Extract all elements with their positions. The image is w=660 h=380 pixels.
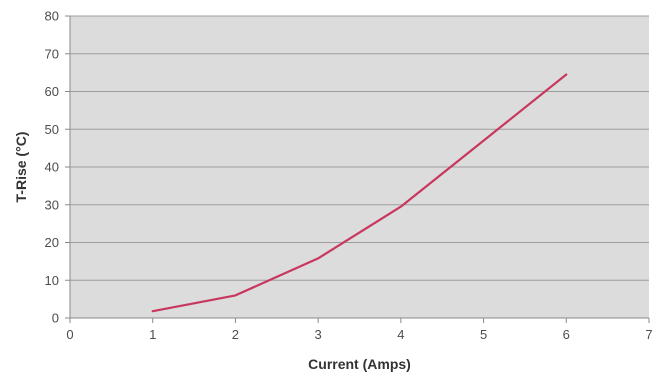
x-tick-label: 0 [66, 327, 73, 342]
y-tick-label: 20 [45, 235, 59, 250]
series-line-0 [151, 73, 568, 313]
x-tick-label: 6 [563, 327, 570, 342]
y-tick-label: 60 [45, 84, 59, 99]
y-tick-label: 0 [52, 311, 59, 326]
y-tick-label: 50 [45, 122, 59, 137]
x-tick-label: 7 [645, 327, 652, 342]
x-tick-label: 3 [315, 327, 322, 342]
y-tick-label: 10 [45, 273, 59, 288]
y-tick-label: 80 [45, 9, 59, 24]
series-layer [151, 73, 568, 313]
y-tick-label: 70 [45, 46, 59, 61]
gridlines [70, 15, 649, 281]
y-tick-label: 40 [45, 160, 59, 175]
tick-labels: 0 10 20 30 40 50 60 70 80 0 1 2 3 4 5 6 7 [45, 9, 653, 343]
x-axis-title: Current (Amps) [308, 356, 411, 372]
y-tick-label: 30 [45, 197, 59, 212]
x-tick-label: 5 [480, 327, 487, 342]
x-tick-label: 2 [232, 327, 239, 342]
y-axis-title: T-Rise (°C) [13, 132, 29, 203]
x-tick-label: 4 [397, 327, 404, 342]
x-tick-label: 1 [149, 327, 156, 342]
